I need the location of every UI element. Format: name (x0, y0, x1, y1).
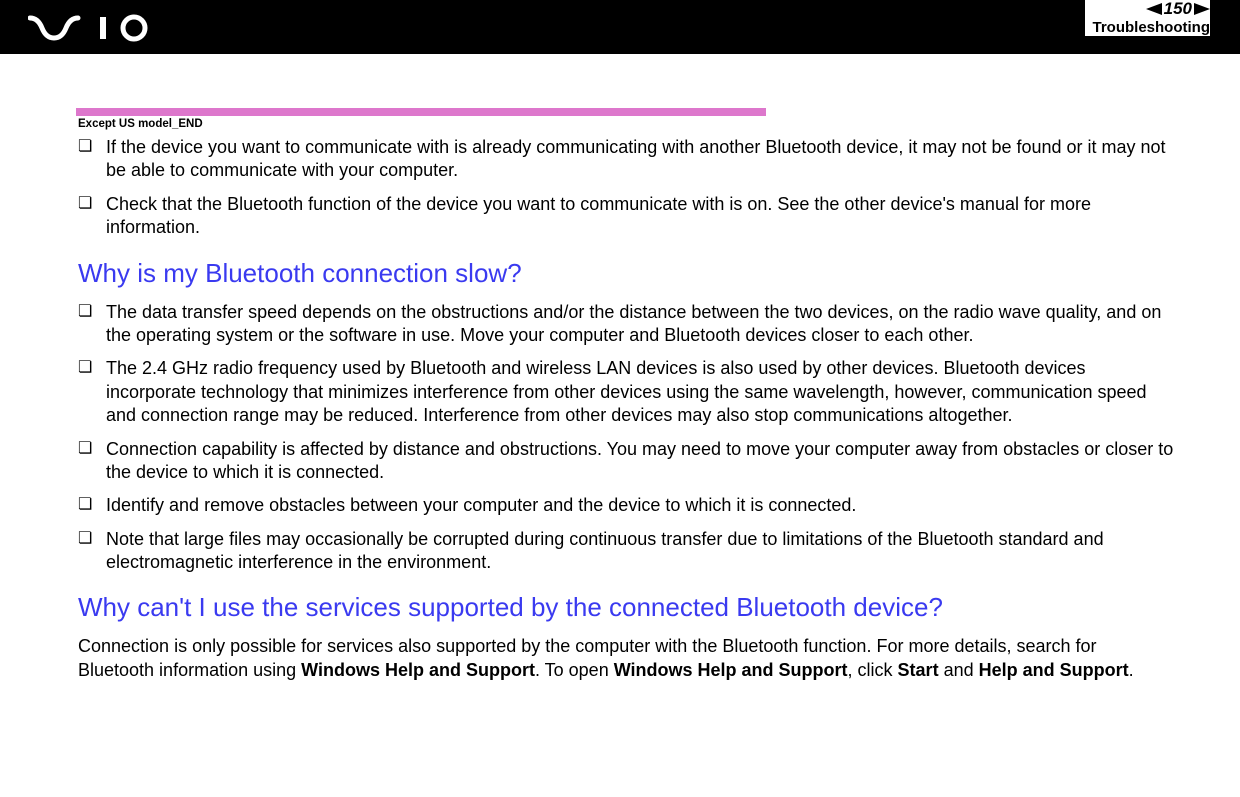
text-fragment: , click (848, 660, 898, 680)
list-item: The data transfer speed depends on the o… (78, 301, 1174, 348)
list-item: Check that the Bluetooth function of the… (78, 193, 1174, 240)
section1-bullet-list: The data transfer speed depends on the o… (78, 301, 1174, 575)
list-item: Identify and remove obstacles between yo… (78, 494, 1174, 517)
vaio-logo (28, 14, 158, 42)
question-heading-2: Why can't I use the services supported b… (78, 592, 1174, 623)
next-page-icon[interactable] (1194, 3, 1210, 15)
page-nav: 150 Troubleshooting (1085, 0, 1211, 36)
list-item: Note that large files may occasionally b… (78, 528, 1174, 575)
text-fragment: . To open (535, 660, 614, 680)
section-title: Troubleshooting (1093, 20, 1211, 37)
page-content: Except US model_END If the device you wa… (0, 54, 1240, 692)
question-heading-1: Why is my Bluetooth connection slow? (78, 258, 1174, 289)
bold-text: Windows Help and Support (301, 660, 535, 680)
list-item: The 2.4 GHz radio frequency used by Blue… (78, 357, 1174, 427)
list-item: Connection capability is affected by dis… (78, 438, 1174, 485)
intro-bullet-list: If the device you want to communicate wi… (78, 136, 1174, 240)
text-fragment: and (939, 660, 979, 680)
bold-text: Help and Support (979, 660, 1129, 680)
header-bar: 150 Troubleshooting (0, 0, 1240, 54)
note-label: Except US model_END (78, 118, 1174, 130)
page-number: 150 (1164, 0, 1192, 19)
pink-divider (76, 108, 766, 116)
bold-text: Start (898, 660, 939, 680)
list-item: If the device you want to communicate wi… (78, 136, 1174, 183)
bold-text: Windows Help and Support (614, 660, 848, 680)
text-fragment: . (1129, 660, 1134, 680)
section2-paragraph: Connection is only possible for services… (78, 635, 1174, 682)
prev-page-icon[interactable] (1146, 3, 1162, 15)
